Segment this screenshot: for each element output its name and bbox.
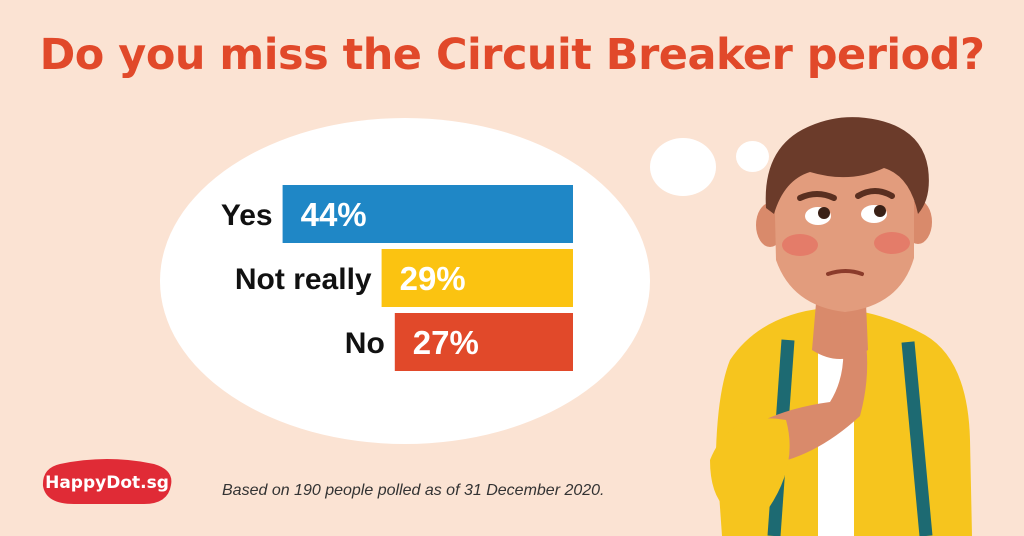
- mouth: [826, 269, 864, 276]
- cheek-right: [874, 232, 910, 254]
- cheek-left: [782, 234, 818, 256]
- pupil-left: [818, 207, 830, 219]
- thought-bubble-dot-large: [650, 138, 716, 196]
- category-label: No: [345, 327, 385, 360]
- footnote: Based on 190 people polled as of 31 Dece…: [222, 482, 605, 499]
- value-label: 27%: [413, 324, 479, 361]
- thinking-man-illustration: [710, 117, 972, 536]
- logo-text: HappyDot.sg: [45, 473, 169, 493]
- bar-yes: [282, 185, 573, 243]
- value-label: 44%: [301, 196, 367, 233]
- page-title: Do you miss the Circuit Breaker period?: [39, 30, 985, 80]
- category-label: Not really: [235, 263, 372, 296]
- hair: [765, 117, 929, 214]
- happydot-logo: HappyDot.sg: [40, 458, 174, 508]
- bar-no: [394, 313, 573, 371]
- bar-chart: Yes 44% Not really 29% No 27%: [221, 185, 573, 371]
- eyebrow-left: [797, 191, 837, 201]
- shirt-stripe-right: [901, 341, 933, 536]
- logo-badge-icon: [42, 459, 172, 504]
- eyebrow-right: [855, 188, 895, 199]
- sleeve: [710, 418, 790, 520]
- bar-not-really: [381, 249, 573, 307]
- category-label: Yes: [221, 199, 273, 232]
- pupil-right: [874, 205, 886, 217]
- value-label: 29%: [400, 260, 466, 297]
- thought-bubble-dot-small: [736, 141, 769, 172]
